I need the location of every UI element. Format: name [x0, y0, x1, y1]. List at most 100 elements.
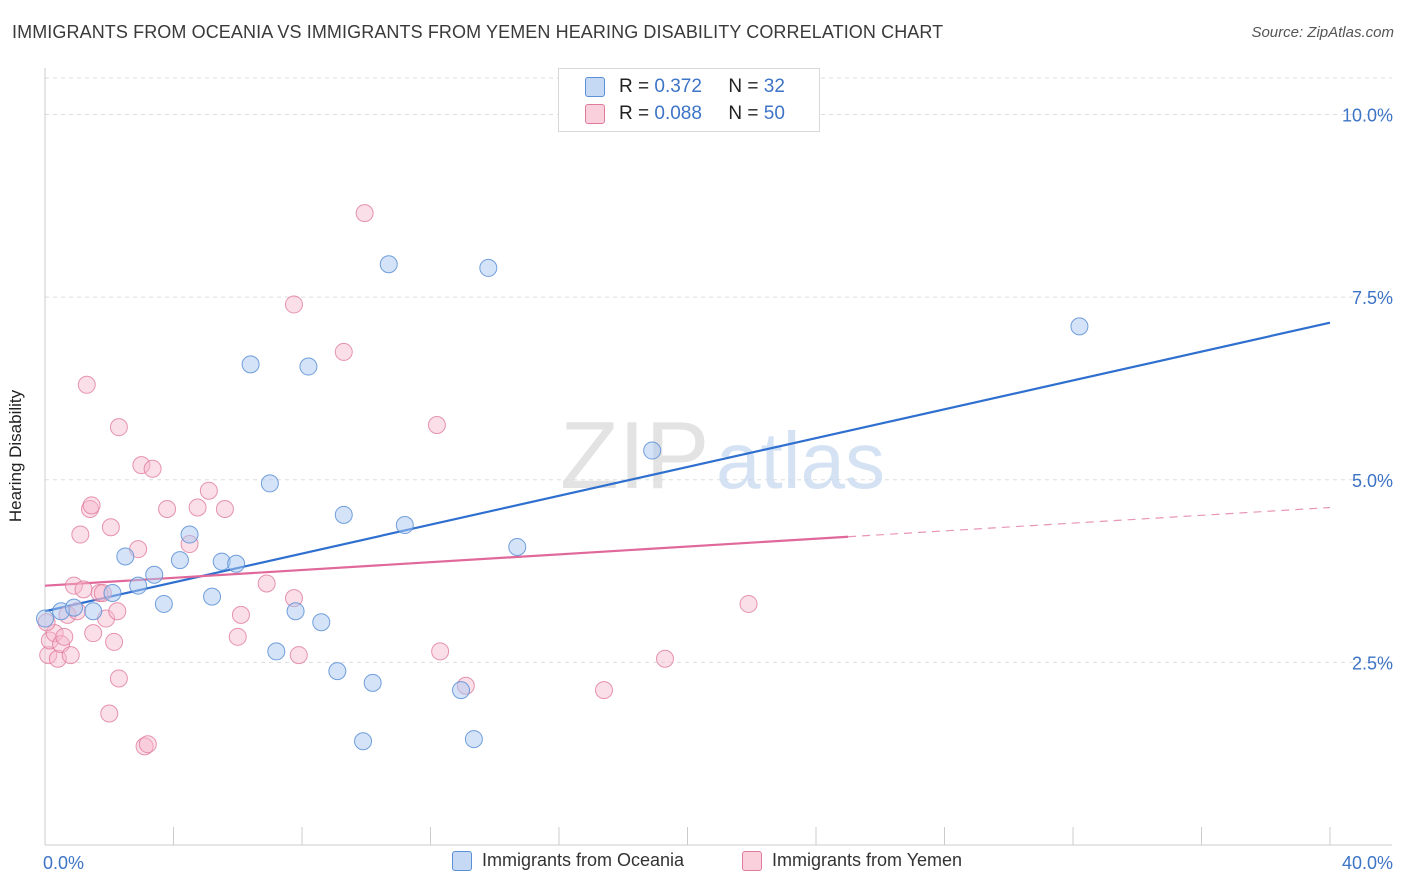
data-point-oceania [267, 642, 286, 661]
data-point-oceania [354, 732, 373, 751]
y-tick-label: 5.0% [1352, 471, 1393, 491]
series-legend: Immigrants from Oceania Immigrants from … [0, 850, 1406, 878]
data-point-yemen [188, 498, 207, 517]
data-point-yemen [108, 602, 127, 621]
data-point-yemen [355, 204, 374, 223]
x-tick-label: 0.0% [43, 853, 84, 873]
watermark-zip: ZIP [560, 402, 709, 509]
data-point-yemen [138, 735, 157, 754]
y-tick-label: 7.5% [1352, 288, 1393, 308]
data-point-yemen [71, 525, 90, 544]
data-point-yemen [100, 704, 119, 723]
trend-line-oceania [44, 321, 1331, 613]
data-point-oceania [84, 602, 103, 621]
data-point-oceania [227, 554, 246, 573]
data-point-yemen [135, 737, 154, 756]
data-point-yemen [109, 418, 128, 437]
data-point-oceania [170, 551, 189, 570]
legend-item-yemen[interactable]: Immigrants from Yemen [742, 850, 962, 871]
watermark-atlas: atlas [716, 416, 885, 505]
data-point-oceania [64, 598, 83, 617]
data-point-yemen [656, 649, 675, 668]
yemen-swatch [585, 104, 605, 124]
data-point-yemen [334, 342, 353, 361]
legend-label-yemen: Immigrants from Yemen [772, 850, 963, 870]
data-point-oceania [452, 681, 471, 700]
r-value: 0.372 [654, 76, 702, 97]
data-point-oceania [36, 609, 54, 628]
data-point-oceania [643, 441, 662, 460]
oceania-swatch [585, 77, 605, 97]
legend-row-yemen: R = 0.088 N = 50 [585, 102, 785, 126]
data-point-oceania [328, 662, 347, 681]
data-point-oceania [203, 587, 222, 606]
n-value: 50 [763, 103, 785, 124]
data-point-yemen [427, 415, 446, 434]
data-point-oceania [508, 537, 527, 556]
tick-labels: 2.5% 5.0% 7.5% 10.0% 0.0% 40.0% [43, 106, 1393, 873]
data-point-yemen [39, 646, 58, 665]
axes [44, 68, 1392, 846]
data-point-yemen [105, 632, 124, 651]
data-point-yemen [739, 594, 758, 613]
data-point-yemen [64, 576, 83, 595]
data-point-yemen [431, 642, 450, 661]
n-label: N = [728, 103, 759, 124]
data-point-yemen [61, 646, 80, 665]
x-tick-label: 40.0% [1342, 853, 1393, 873]
r-label: R = [619, 103, 650, 124]
data-point-yemen [84, 624, 103, 643]
legend-item-oceania[interactable]: Immigrants from Oceania [452, 850, 684, 871]
chart-title: IMMIGRANTS FROM OCEANIA VS IMMIGRANTS FR… [12, 22, 944, 42]
data-point-yemen [82, 496, 101, 515]
y-tick-label: 2.5% [1352, 653, 1393, 673]
y-tick-label: 10.0% [1342, 106, 1393, 126]
data-point-oceania [116, 547, 135, 566]
data-point-yemen [594, 681, 613, 700]
data-point-oceania [363, 673, 382, 692]
data-point-yemen [228, 627, 247, 646]
data-point-yemen [289, 646, 308, 665]
data-point-oceania [180, 525, 199, 544]
data-point-oceania [154, 594, 173, 613]
data-points [36, 204, 1089, 756]
data-point-yemen [55, 627, 74, 646]
data-point-yemen [284, 295, 303, 314]
legend-label-oceania: Immigrants from Oceania [482, 850, 685, 870]
data-point-yemen [77, 375, 96, 394]
data-point-yemen [215, 499, 234, 518]
data-point-oceania [312, 613, 331, 632]
data-point-oceania [260, 474, 279, 493]
data-point-oceania [286, 602, 305, 621]
r-value: 0.088 [654, 103, 702, 124]
data-point-oceania [379, 255, 398, 274]
n-label: N = [728, 76, 759, 97]
data-point-yemen [158, 499, 177, 518]
n-value: 32 [763, 76, 785, 97]
legend-row-oceania: R = 0.372 N = 32 [585, 75, 785, 99]
data-point-oceania [334, 505, 353, 524]
data-point-oceania [241, 355, 260, 374]
data-point-oceania [395, 516, 414, 535]
data-point-oceania [129, 576, 148, 595]
data-point-yemen [257, 574, 276, 593]
data-point-yemen [143, 459, 162, 478]
oceania-legend-swatch [452, 850, 472, 871]
data-point-yemen [231, 605, 250, 624]
data-point-oceania [299, 357, 318, 376]
data-point-yemen [109, 669, 128, 688]
trend-line-yemen-extension [848, 506, 1331, 538]
data-point-oceania [145, 565, 164, 584]
trend-line-yemen [44, 535, 849, 587]
yemen-legend-swatch [742, 850, 762, 871]
data-point-oceania [464, 730, 483, 749]
data-point-yemen [101, 518, 120, 537]
r-label: R = [619, 76, 650, 97]
data-point-oceania [103, 583, 122, 602]
data-point-oceania [1070, 317, 1089, 336]
source-label: Source: ZipAtlas.com [1251, 24, 1394, 41]
correlation-legend: R = 0.372 N = 32 R = 0.088 N = 50 [558, 68, 820, 132]
data-point-yemen [199, 481, 218, 500]
trend-lines [44, 321, 1331, 613]
